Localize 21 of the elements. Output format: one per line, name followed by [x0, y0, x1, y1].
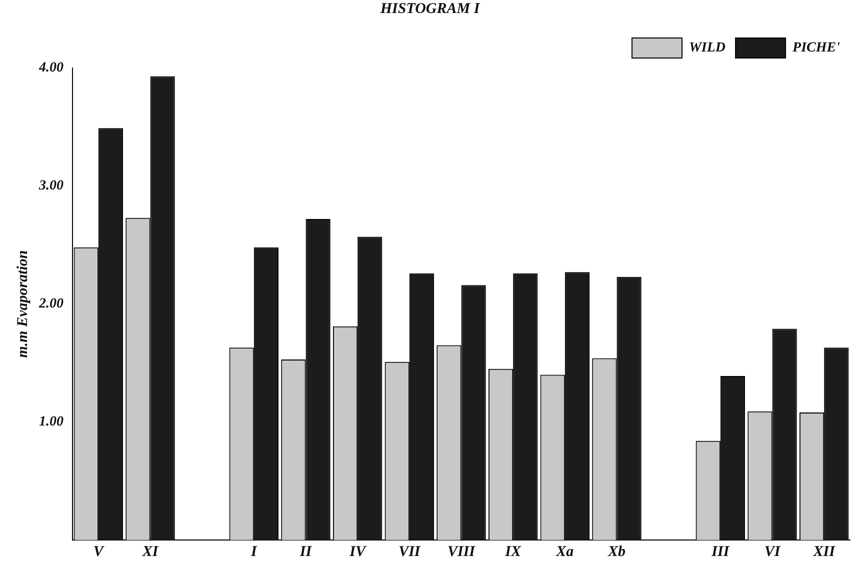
x-tick-label: V: [93, 544, 106, 560]
x-tick-label: III: [710, 544, 730, 560]
legend-label: PICHE': [792, 40, 840, 56]
x-tick-label: II: [298, 544, 313, 560]
y-tick-label: 4.00: [38, 60, 64, 76]
y-tick-label: 3.00: [38, 178, 64, 194]
x-tick-label: Xa: [555, 544, 574, 560]
x-tick-label: IX: [504, 544, 522, 560]
x-tick-label: XI: [141, 544, 160, 560]
x-tick-label: Xb: [606, 544, 626, 560]
legend-label: WILD: [688, 40, 726, 56]
x-tick-label: IV: [348, 544, 368, 560]
x-tick-label: VIII: [447, 544, 476, 560]
x-tick-label: VI: [764, 544, 782, 560]
y-axis-title: m.m Evaporation: [14, 250, 31, 358]
y-tick-label: 1.00: [39, 414, 64, 430]
y-tick-label: 2.00: [38, 296, 64, 312]
x-tick-label: VII: [398, 544, 422, 560]
chart-title: HISTOGRAM I: [379, 0, 481, 17]
x-tick-label: I: [250, 544, 258, 560]
x-tick-label: XII: [812, 544, 836, 560]
